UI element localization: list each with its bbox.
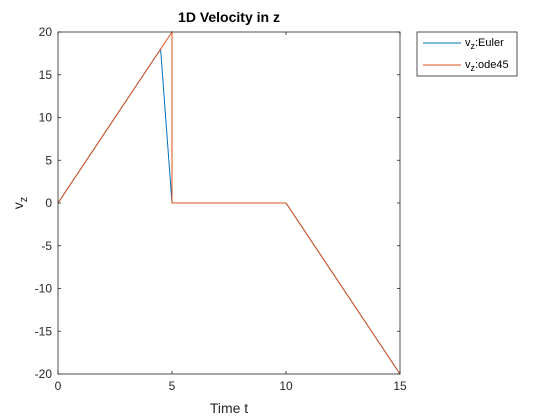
y-axis-label: vz: [10, 197, 30, 210]
legend-box: [416, 31, 518, 77]
x-tick-label: 10: [279, 379, 293, 393]
y-tick-label: 15: [39, 68, 53, 82]
series-line-ode45: [57, 30, 401, 375]
x-tick-label: 15: [393, 379, 407, 393]
y-tick-label: 5: [45, 153, 52, 167]
chart-title: 1D Velocity in z: [178, 9, 280, 25]
y-tick-label: -20: [35, 367, 53, 381]
y-axis-label-main: v: [10, 202, 26, 209]
y-tick-labels: -20 -15 -10 -5 0 5 10 15 20: [35, 25, 53, 381]
y-tick-label: -10: [35, 282, 53, 296]
y-tick-label: 10: [39, 111, 53, 125]
plot-area: [57, 30, 401, 375]
x-tick-labels: 0 5 10 15: [55, 379, 407, 393]
legend: vz:Euler vz:ode45: [416, 31, 518, 77]
x-axis-label: Time t: [210, 400, 248, 416]
y-tick-label: 20: [39, 25, 53, 39]
y-tick-label: -5: [41, 239, 52, 253]
axes-box: [57, 31, 401, 375]
x-tick-label: 0: [55, 379, 62, 393]
x-tick-label: 5: [169, 379, 176, 393]
legend-label-ode45: vz:ode45: [465, 59, 509, 73]
series-layer: [57, 30, 401, 375]
y-tick-label: 0: [45, 196, 52, 210]
legend-label-euler: vz:Euler: [465, 37, 504, 51]
y-axis-label-sub: z: [18, 197, 30, 203]
y-tick-label: -15: [35, 324, 53, 338]
